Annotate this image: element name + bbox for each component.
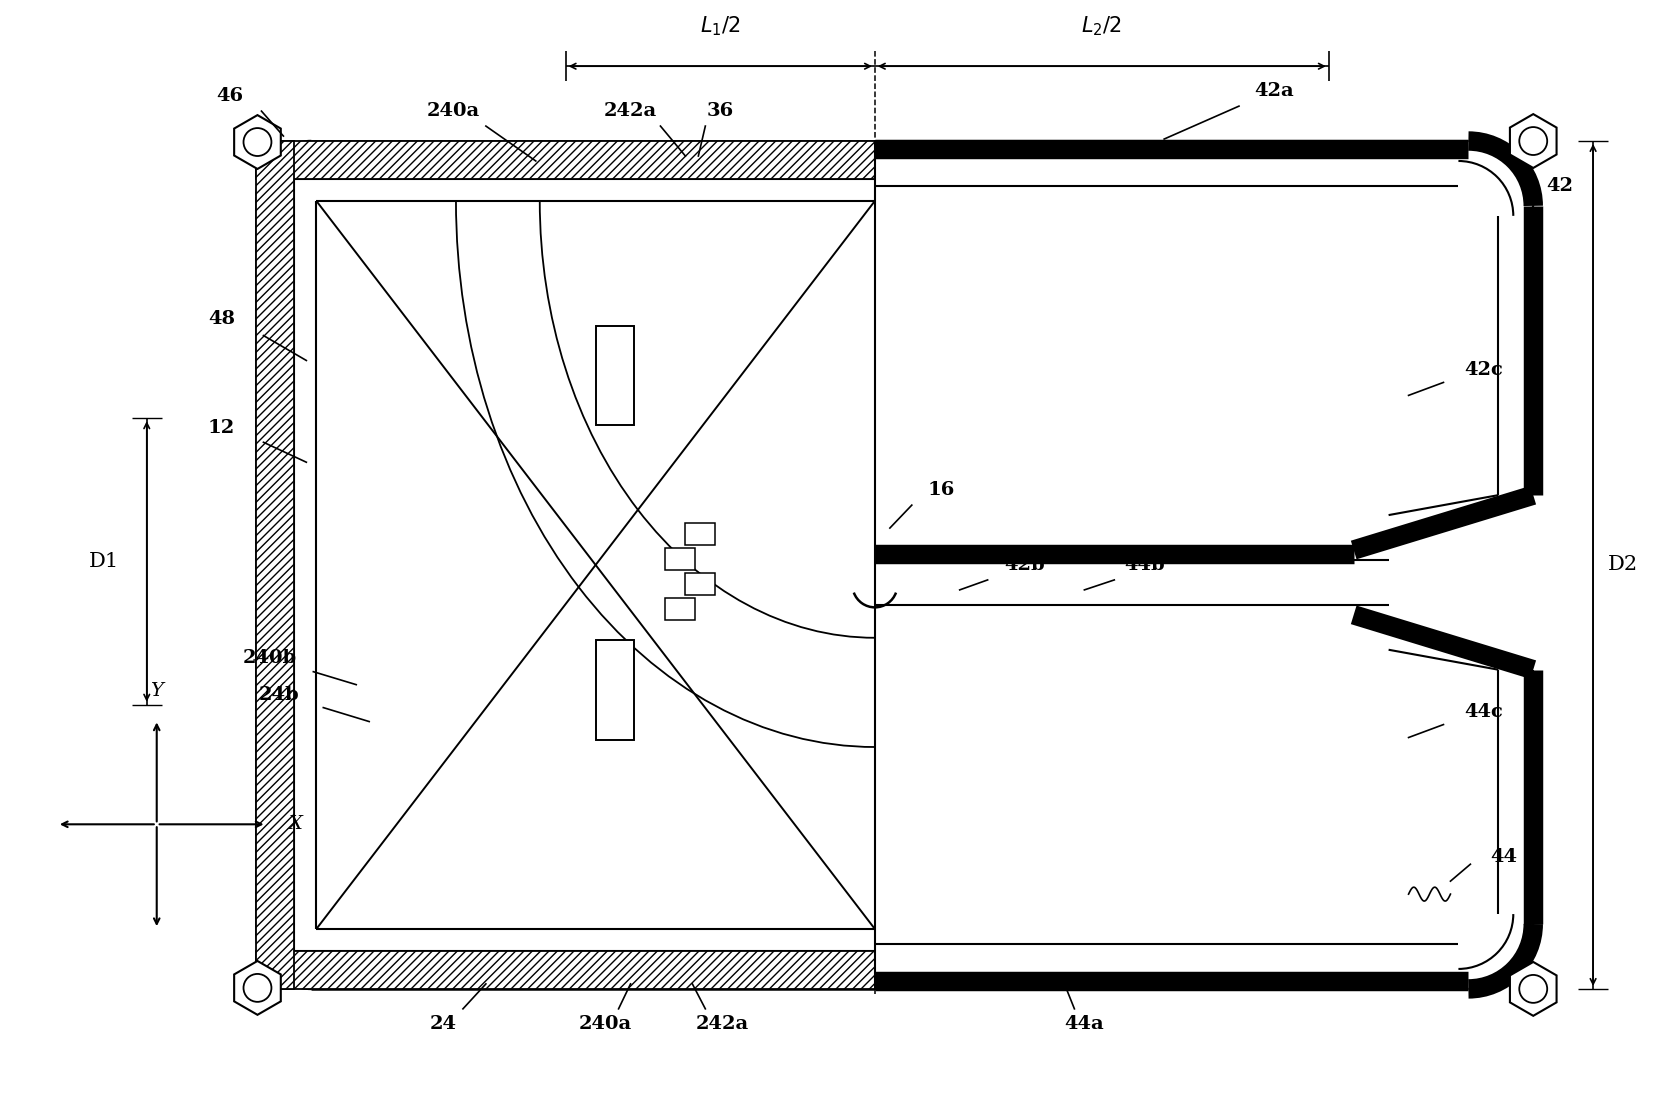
Text: 44a: 44a	[1064, 1015, 1104, 1033]
Text: 42a: 42a	[1253, 82, 1294, 100]
Text: 44: 44	[1490, 848, 1517, 866]
Text: $L_1/2$: $L_1/2$	[700, 14, 740, 39]
Bar	[596, 640, 634, 739]
Text: 12: 12	[208, 419, 235, 438]
Text: D2: D2	[1608, 556, 1638, 574]
Text: 46: 46	[216, 87, 243, 106]
Text: $L_2/2$: $L_2/2$	[1081, 14, 1123, 39]
Polygon shape	[1510, 962, 1557, 1015]
Text: 24b: 24b	[258, 685, 300, 704]
Text: 42b: 42b	[1003, 556, 1045, 574]
Text: 16: 16	[928, 481, 955, 499]
Text: 240a: 240a	[579, 1015, 633, 1033]
Bar	[685, 524, 715, 544]
Bar	[257, 952, 874, 989]
Bar	[685, 573, 715, 595]
Bar	[666, 548, 695, 570]
Text: 42c: 42c	[1463, 362, 1503, 380]
Text: 44c: 44c	[1463, 703, 1503, 720]
Polygon shape	[235, 116, 280, 169]
Bar	[666, 598, 695, 619]
Polygon shape	[235, 961, 280, 1015]
Text: D1: D1	[89, 552, 119, 571]
Text: Y: Y	[151, 682, 163, 700]
Text: 242a: 242a	[604, 102, 658, 120]
Text: X: X	[289, 815, 302, 834]
Text: 242a: 242a	[696, 1015, 748, 1033]
Text: 24: 24	[430, 1015, 456, 1033]
Text: 36: 36	[706, 102, 733, 120]
Text: 240a: 240a	[426, 102, 480, 120]
Bar	[257, 141, 294, 989]
Text: 48: 48	[208, 309, 235, 328]
Text: 42: 42	[1547, 177, 1574, 195]
Bar	[257, 141, 874, 179]
Bar	[596, 326, 634, 426]
Text: 44b: 44b	[1124, 556, 1165, 574]
Text: 240b: 240b	[242, 649, 297, 667]
Polygon shape	[1510, 114, 1557, 168]
